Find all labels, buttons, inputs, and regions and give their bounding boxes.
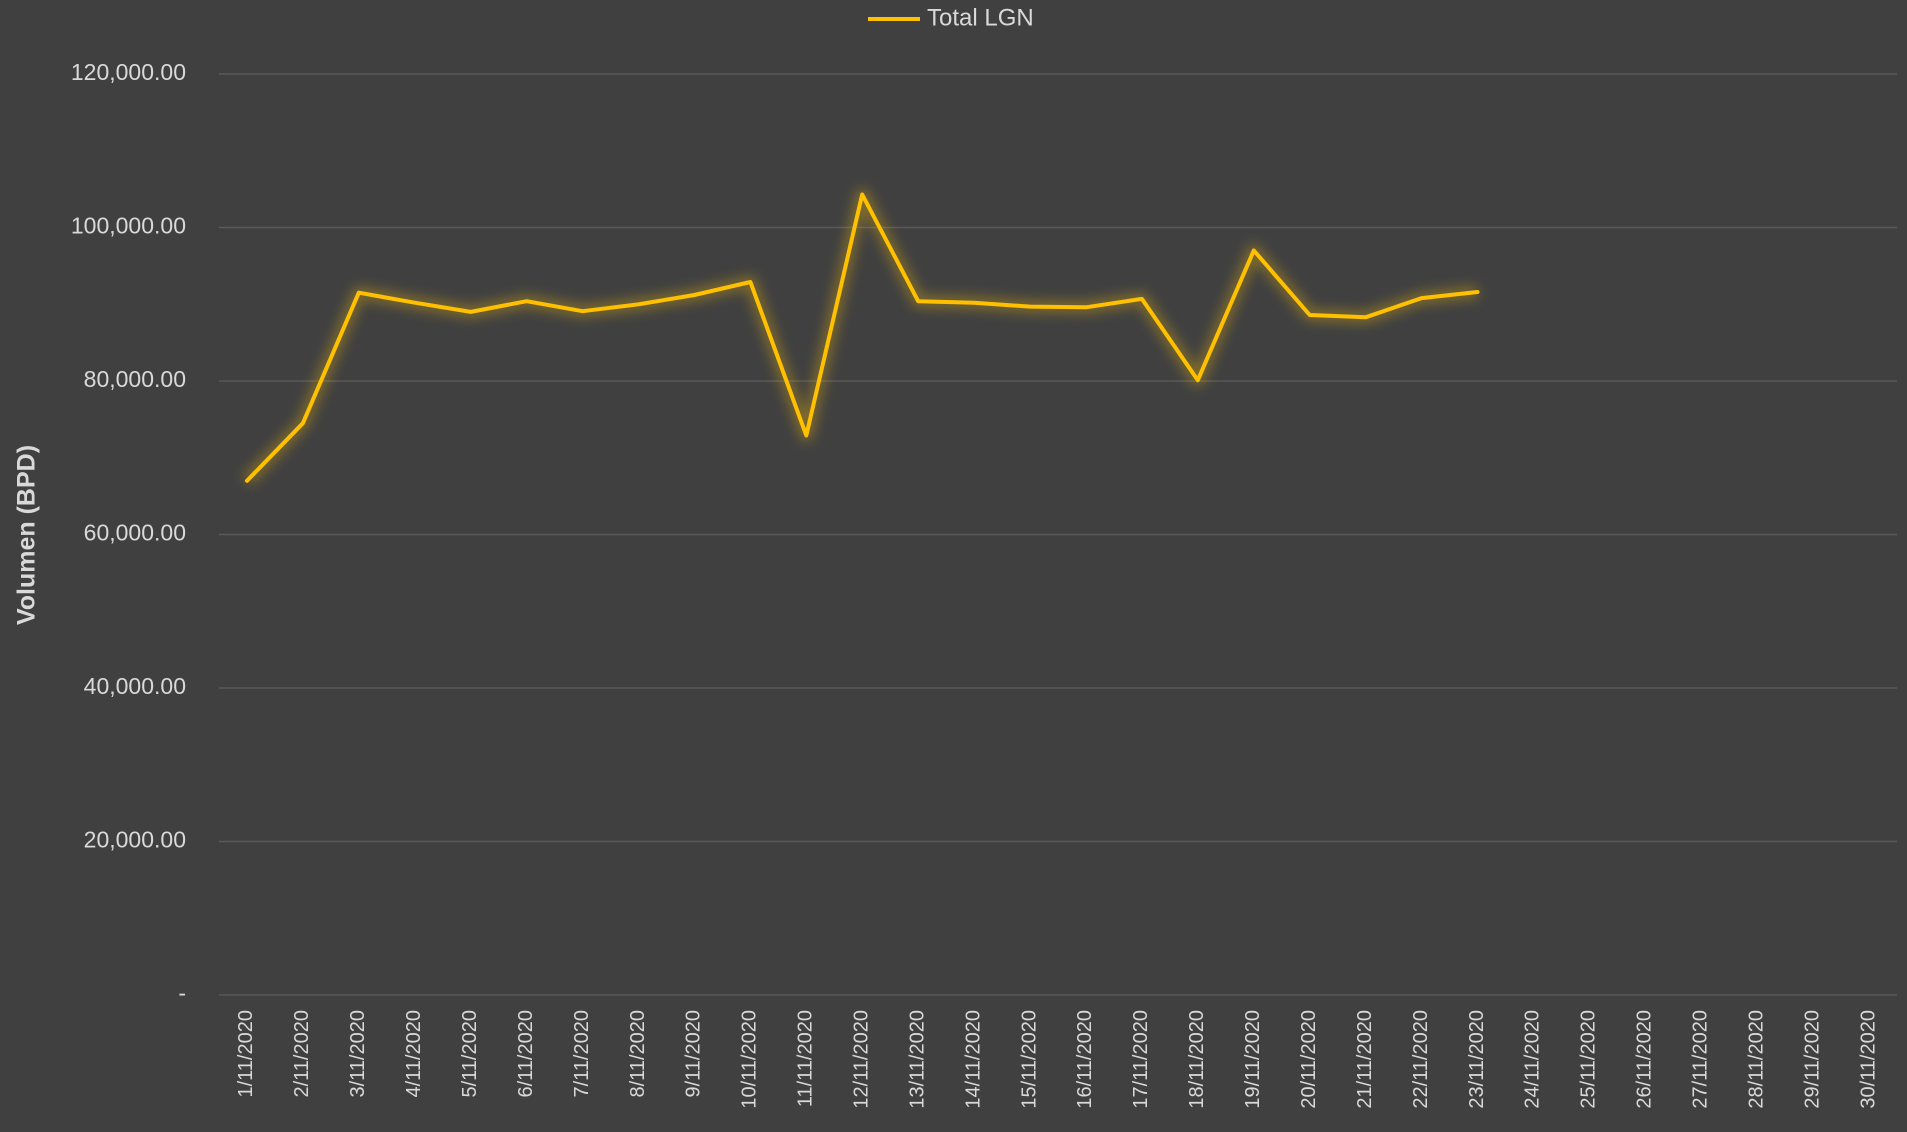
y-tick-label: 80,000.00 (84, 366, 186, 392)
x-tick-label: 3/11/2020 (347, 1010, 369, 1098)
y-tick-label: 40,000.00 (84, 673, 186, 699)
legend-label: Total LGN (927, 4, 1034, 31)
x-tick-label: 17/11/2020 (1130, 1010, 1152, 1109)
x-tick-label: 14/11/2020 (962, 1010, 984, 1109)
x-tick-label: 6/11/2020 (515, 1010, 537, 1098)
y-tick-label: 100,000.00 (71, 213, 186, 239)
x-tick-label: 25/11/2020 (1578, 1010, 1600, 1109)
x-tick-label: 30/11/2020 (1857, 1010, 1879, 1109)
x-tick-label: 26/11/2020 (1634, 1010, 1656, 1109)
x-tick-label: 2/11/2020 (291, 1010, 313, 1098)
x-tick-label: 11/11/2020 (795, 1010, 817, 1107)
y-tick-label: 120,000.00 (71, 59, 186, 85)
x-tick-label: 9/11/2020 (683, 1010, 705, 1098)
x-tick-label: 15/11/2020 (1018, 1010, 1040, 1109)
x-tick-label: 24/11/2020 (1522, 1010, 1544, 1109)
x-tick-label: 28/11/2020 (1745, 1010, 1767, 1109)
x-tick-label: 8/11/2020 (627, 1010, 649, 1098)
x-tick-label: 19/11/2020 (1242, 1010, 1264, 1109)
line (245, 192, 1480, 483)
y-tick-label: - (178, 980, 186, 1006)
x-tick-label: 18/11/2020 (1186, 1010, 1208, 1109)
x-tick-label: 1/11/2020 (235, 1010, 257, 1098)
y-axis-label: Volumen (BPD) (13, 445, 41, 625)
x-tick-label: 10/11/2020 (739, 1010, 761, 1109)
x-tick-label: 21/11/2020 (1354, 1010, 1376, 1109)
y-tick-label: 60,000.00 (84, 520, 186, 546)
x-tick-label: 27/11/2020 (1690, 1010, 1712, 1109)
x-tick-label: 5/11/2020 (459, 1010, 481, 1098)
x-tick-label: 7/11/2020 (571, 1010, 593, 1098)
y-tick-label: 20,000.00 (84, 827, 186, 853)
x-tick-label: 29/11/2020 (1801, 1010, 1823, 1109)
x-tick-label: 16/11/2020 (1074, 1010, 1096, 1109)
x-tick-label: 12/11/2020 (851, 1010, 873, 1109)
x-tick-label: 22/11/2020 (1410, 1010, 1432, 1109)
x-tick-label: 20/11/2020 (1298, 1010, 1320, 1109)
x-tick-label: 13/11/2020 (906, 1010, 928, 1109)
x-tick-label: 4/11/2020 (403, 1010, 425, 1098)
x-tick-label: 23/11/2020 (1466, 1010, 1488, 1109)
